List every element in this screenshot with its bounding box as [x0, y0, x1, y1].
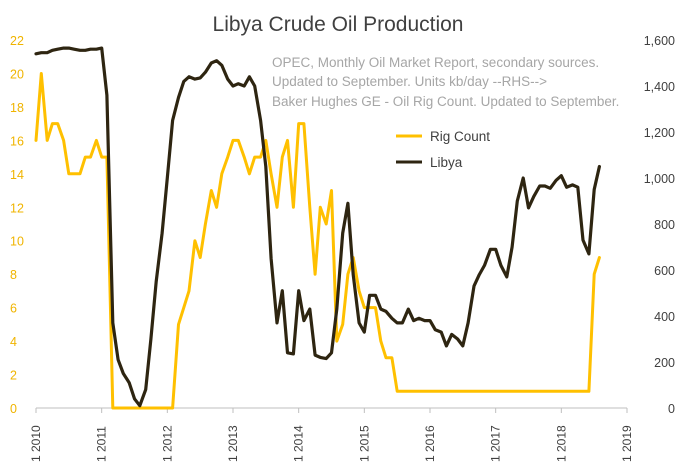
- series-group: [34, 46, 601, 410]
- y-left-tick-label: 16: [10, 134, 24, 148]
- y-right-tick-label: 400: [654, 310, 675, 324]
- y-left-tick-label: 20: [10, 67, 24, 81]
- x-tick-label: 1 2019: [620, 425, 634, 462]
- y-left-tick-label: 12: [10, 201, 24, 215]
- y-right-tick-label: 1,600: [644, 34, 675, 48]
- legend-label-rig-count: Rig Count: [430, 129, 490, 144]
- y-right-tick-label: 800: [654, 218, 675, 232]
- y-right-tick-label: 1,400: [644, 80, 675, 94]
- x-tick-label: 1 2015: [357, 425, 371, 462]
- chart-title: Libya Crude Oil Production: [213, 13, 464, 36]
- y-right-tick-label: 600: [654, 264, 675, 278]
- x-tick-label: 1 2018: [554, 425, 568, 462]
- x-tick-label: 1 2011: [95, 426, 109, 462]
- source-note-line-1: OPEC, Monthly Oil Market Report, seconda…: [272, 55, 599, 70]
- y-left-tick-label: 22: [10, 34, 24, 48]
- axes: 1 2010 1 2011 1 2012 1 2013 1 2014 1 2015 1 20…: [10, 34, 675, 462]
- y-left-tick-label: 4: [10, 335, 17, 349]
- y-left-tick-label: 18: [10, 101, 24, 115]
- legend-label-libya: Libya: [430, 155, 463, 170]
- y-left-tick-label: 10: [10, 235, 24, 249]
- y-left-tick-label: 14: [10, 168, 24, 182]
- y-left-tick-label: 0: [10, 402, 17, 416]
- x-tick-label: 1 2012: [160, 425, 174, 462]
- y-right-tick-label: 0: [668, 402, 675, 416]
- x-tick-label: 1 2013: [226, 425, 240, 462]
- series-line-rig-count: [34, 72, 601, 410]
- source-note-line-3: Baker Hughes GE - Oil Rig Count. Updated…: [272, 94, 619, 109]
- x-tick-label: 1 2016: [423, 425, 437, 462]
- x-tick-label: 1 2014: [292, 425, 306, 462]
- series-line-libya: [34, 46, 601, 408]
- y-right-tick-label: 1,000: [644, 172, 675, 186]
- y-right-tick-label: 200: [654, 356, 675, 370]
- source-note-line-2: Updated to September. Units kb/day --RHS…: [272, 74, 547, 89]
- x-tick-label: 1 2017: [489, 425, 503, 462]
- y-left-tick-label: 2: [10, 369, 17, 383]
- x-tick-label: 1 2010: [29, 425, 43, 462]
- y-left-tick-label: 6: [10, 302, 17, 316]
- y-left-tick-label: 8: [10, 268, 17, 282]
- legend: Rig Count Libya: [396, 129, 490, 170]
- y-right-tick-label: 1,200: [644, 126, 675, 140]
